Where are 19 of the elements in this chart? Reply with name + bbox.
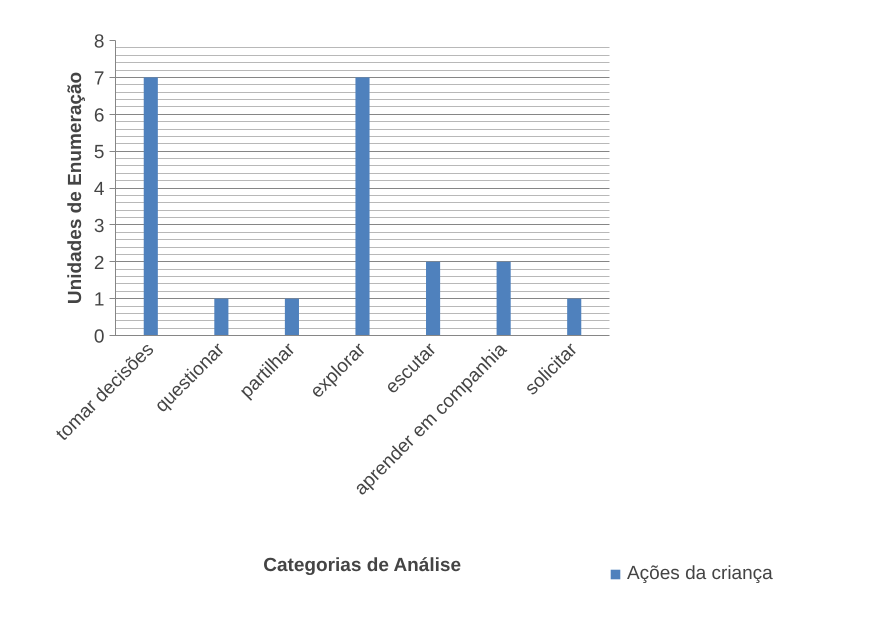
y-axis-title: Unidades de Enumeração <box>64 72 86 304</box>
bar <box>426 262 440 336</box>
y-tick-label: 2 <box>94 252 105 274</box>
y-tick-label: 7 <box>94 68 105 90</box>
bar <box>496 262 511 336</box>
bar <box>214 298 228 336</box>
y-tick-label: 8 <box>94 32 105 52</box>
y-tick-label: 3 <box>94 216 105 237</box>
bar <box>355 77 370 336</box>
bar <box>144 77 158 336</box>
y-tick-label: 4 <box>94 179 105 200</box>
x-axis-title: Categorias de Análise <box>263 554 462 576</box>
y-tick-label: 0 <box>94 326 105 348</box>
legend-label: Ações da criança <box>627 563 773 585</box>
y-tick-label: 1 <box>94 290 105 311</box>
bar <box>567 298 582 336</box>
bar <box>284 298 299 336</box>
y-tick-label: 5 <box>94 142 105 164</box>
y-tick-label: 6 <box>94 105 105 126</box>
